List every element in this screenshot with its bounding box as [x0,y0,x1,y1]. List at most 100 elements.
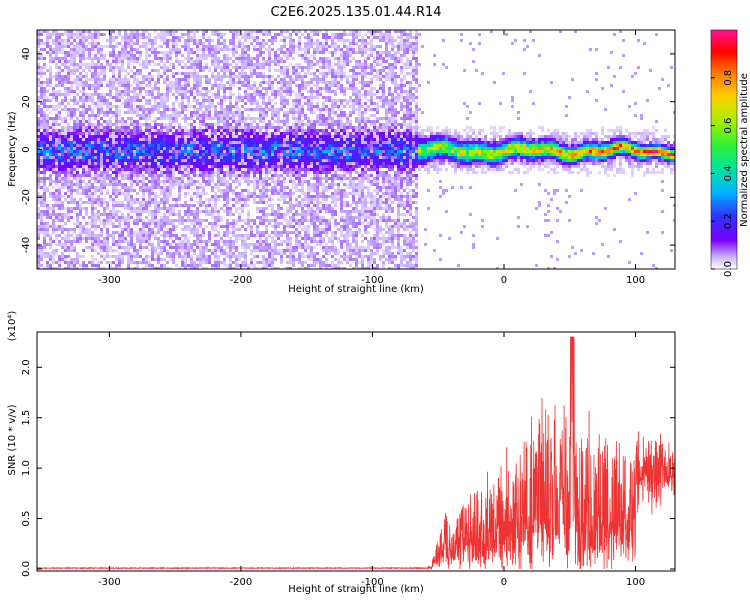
heatmap-cell [115,258,118,261]
heatmap-cell [64,138,67,141]
heatmap-cell [64,261,67,264]
heatmap-cell [142,180,145,183]
heatmap-cell [268,264,271,267]
heatmap-cell [235,111,238,114]
heatmap-cell [127,93,130,96]
heatmap-cell [229,255,232,258]
heatmap-cell [190,168,193,171]
heatmap-cell [115,90,118,93]
heatmap-cell [241,99,244,102]
heatmap-cell [124,177,127,180]
heatmap-cell [151,267,154,269]
heatmap-cell [196,195,199,198]
heatmap-cell [118,129,121,132]
heatmap-cell [268,261,271,264]
heatmap-cell [280,252,283,255]
heatmap-cell [169,165,172,168]
heatmap-cell [196,168,199,171]
heatmap-cell [247,264,250,267]
heatmap-cell [106,243,109,246]
heatmap-cell [46,69,49,72]
heatmap-cell [49,159,52,162]
heatmap-cell [214,60,217,63]
heatmap-cell [73,36,76,39]
heatmap-cell [193,261,196,264]
heatmap-cell [229,210,232,213]
heatmap-cell [244,204,247,207]
heatmap-cell [148,174,151,177]
heatmap-cell [127,198,130,201]
heatmap-cell [37,42,40,45]
heatmap-cell [151,171,154,174]
heatmap-cell [196,267,199,269]
heatmap-cell [190,129,193,132]
heatmap-cell [61,171,64,174]
heatmap-cell [157,174,160,177]
heatmap-cell [127,144,130,147]
heatmap-cell [202,192,205,195]
heatmap-cell [121,144,124,147]
heatmap-cell [43,132,46,135]
heatmap-cell [160,93,163,96]
heatmap-cell [67,72,70,75]
heatmap-cell [280,192,283,195]
heatmap-cell [226,135,229,138]
heatmap-cell [178,132,181,135]
heatmap-cell [70,90,73,93]
heatmap-cell [85,66,88,69]
heatmap-cell [97,240,100,243]
heatmap-cell [271,162,274,165]
heatmap-cell [127,99,130,102]
heatmap-cell [118,174,121,177]
heatmap-cell [76,183,79,186]
heatmap-cell [259,126,262,129]
heatmap-cell [223,174,226,177]
heatmap-cell [118,210,121,213]
heatmap-cell [103,126,106,129]
heatmap-cell [151,138,154,141]
heatmap-cell [40,132,43,135]
heatmap-cell [46,267,49,269]
heatmap-cell [220,117,223,120]
heatmap-cell [283,192,286,195]
heatmap-cell [52,51,55,54]
heatmap-cell [211,144,214,147]
heatmap-cell [79,42,82,45]
heatmap-cell [238,147,241,150]
heatmap-cell [211,207,214,210]
heatmap-cell [37,135,40,138]
heatmap-cell [205,213,208,216]
heatmap-cell [46,204,49,207]
heatmap-cell [202,132,205,135]
heatmap-cell [226,186,229,189]
heatmap-cell [184,129,187,132]
heatmap-cell [52,57,55,60]
heatmap-cell [124,222,127,225]
heatmap-cell [223,231,226,234]
heatmap-cell [211,225,214,228]
heatmap-cell [100,132,103,135]
heatmap-cell [127,117,130,120]
heatmap-cell [259,114,262,117]
heatmap-cell [244,84,247,87]
heatmap-cell [133,78,136,81]
heatmap-cell [220,144,223,147]
heatmap-cell [58,93,61,96]
heatmap-cell [67,165,70,168]
heatmap-cell [193,72,196,75]
heatmap-cell [151,147,154,150]
heatmap-cell [202,96,205,99]
heatmap-cell [271,213,274,216]
heatmap-cell [46,105,49,108]
heatmap-cell [184,72,187,75]
heatmap-cell [238,54,241,57]
heatmap-cell [232,36,235,39]
heatmap-cell [76,75,79,78]
heatmap-cell [157,207,160,210]
heatmap-cell [268,168,271,171]
heatmap-cell [166,93,169,96]
heatmap-cell [136,30,139,33]
heatmap-cell [166,192,169,195]
heatmap-cell [205,75,208,78]
heatmap-cell [187,117,190,120]
